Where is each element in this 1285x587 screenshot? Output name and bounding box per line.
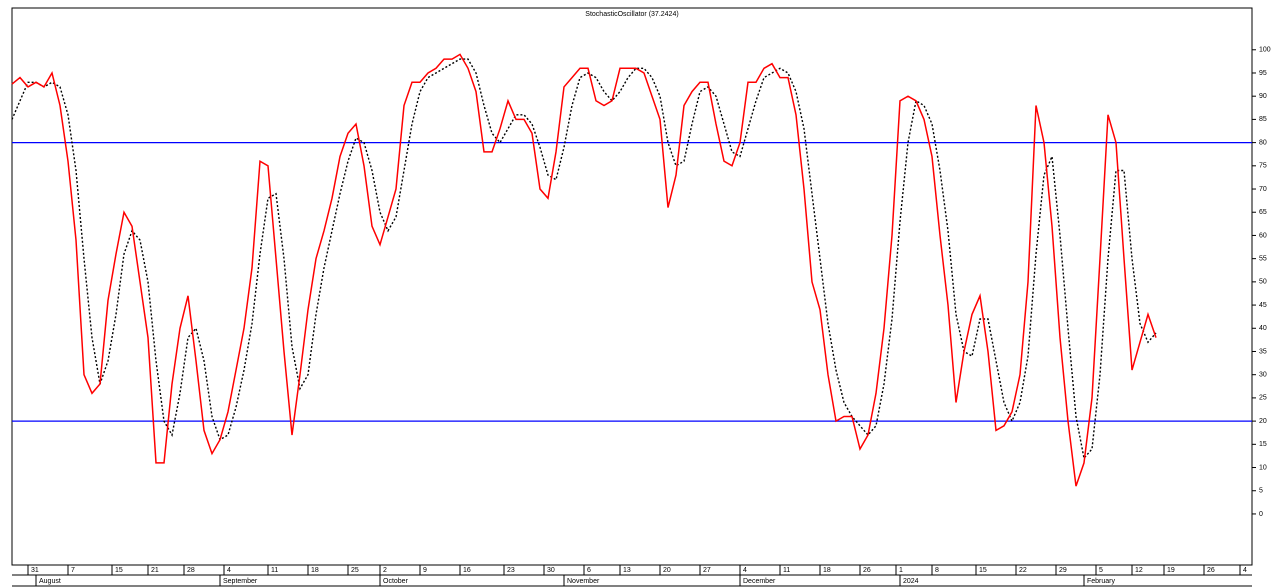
month-label: August xyxy=(39,578,61,585)
x-tick-label: 22 xyxy=(1019,567,1027,574)
y-tick-label: 90 xyxy=(1259,93,1267,100)
y-tick-label: 55 xyxy=(1259,255,1267,262)
x-tick-label: 21 xyxy=(151,567,159,574)
x-tick-label: 20 xyxy=(663,567,671,574)
y-tick-label: 60 xyxy=(1259,232,1267,239)
x-tick-label: 31 xyxy=(31,567,39,574)
x-tick-label: 5 xyxy=(1099,567,1103,574)
y-tick-label: 70 xyxy=(1259,186,1267,193)
x-tick-label: 26 xyxy=(863,567,871,574)
oscillator-line xyxy=(11,53,1157,487)
x-tick-label: 18 xyxy=(311,567,319,574)
y-tick-label: 25 xyxy=(1259,395,1267,402)
y-tick-label: 80 xyxy=(1259,139,1267,146)
x-tick-label: 15 xyxy=(115,567,123,574)
x-tick-label: 4 xyxy=(743,567,747,574)
signal-line xyxy=(11,58,1157,460)
x-tick-label: 18 xyxy=(823,567,831,574)
y-tick-label: 5 xyxy=(1259,488,1263,495)
month-label: October xyxy=(383,578,409,585)
x-tick-label: 9 xyxy=(423,567,427,574)
x-tick-label: 8 xyxy=(935,567,939,574)
month-label: December xyxy=(743,578,776,585)
y-tick-label: 85 xyxy=(1259,116,1267,123)
x-tick-label: 29 xyxy=(1059,567,1067,574)
month-label: February xyxy=(1087,578,1116,585)
x-tick-label: 16 xyxy=(463,567,471,574)
x-tick-label: 2 xyxy=(383,567,387,574)
x-tick-label: 11 xyxy=(783,567,790,574)
x-tick-label: 12 xyxy=(1135,567,1143,574)
y-tick-label: 40 xyxy=(1259,325,1267,332)
y-tick-label: 15 xyxy=(1259,441,1267,448)
month-label: 2024 xyxy=(903,578,919,585)
y-tick-label: 95 xyxy=(1259,70,1267,77)
x-tick-label: 27 xyxy=(703,567,711,574)
x-tick-label: 1 xyxy=(899,567,903,574)
x-tick-label: 6 xyxy=(587,567,591,574)
y-tick-label: 100 xyxy=(1259,47,1271,54)
x-tick-label: 19 xyxy=(1167,567,1175,574)
y-tick-label: 20 xyxy=(1259,418,1267,425)
y-tick-label: 30 xyxy=(1259,372,1267,379)
x-tick-label: 26 xyxy=(1207,567,1215,574)
y-tick-label: 10 xyxy=(1259,464,1267,471)
x-tick-label: 7 xyxy=(71,567,75,574)
x-tick-label: 30 xyxy=(547,567,555,574)
y-tick-label: 50 xyxy=(1259,279,1267,286)
x-tick-label: 13 xyxy=(623,567,631,574)
x-tick-label: 28 xyxy=(187,567,195,574)
x-tick-label: 4 xyxy=(227,567,231,574)
x-tick-label: 25 xyxy=(351,567,359,574)
x-tick-label: 4 xyxy=(1243,567,1247,574)
y-tick-label: 65 xyxy=(1259,209,1267,216)
plot-frame xyxy=(11,7,1253,566)
y-tick-label: 45 xyxy=(1259,302,1267,309)
chart-title: StochasticOscillator (37.2424) xyxy=(585,11,678,18)
month-label: September xyxy=(223,578,258,585)
y-tick-label: 35 xyxy=(1259,348,1267,355)
x-tick-label: 15 xyxy=(979,567,987,574)
y-tick-label: 75 xyxy=(1259,163,1267,170)
month-label: November xyxy=(567,578,600,585)
y-tick-label: 0 xyxy=(1259,511,1263,518)
x-tick-label: 23 xyxy=(507,567,515,574)
x-tick-label: 11 xyxy=(271,567,278,574)
